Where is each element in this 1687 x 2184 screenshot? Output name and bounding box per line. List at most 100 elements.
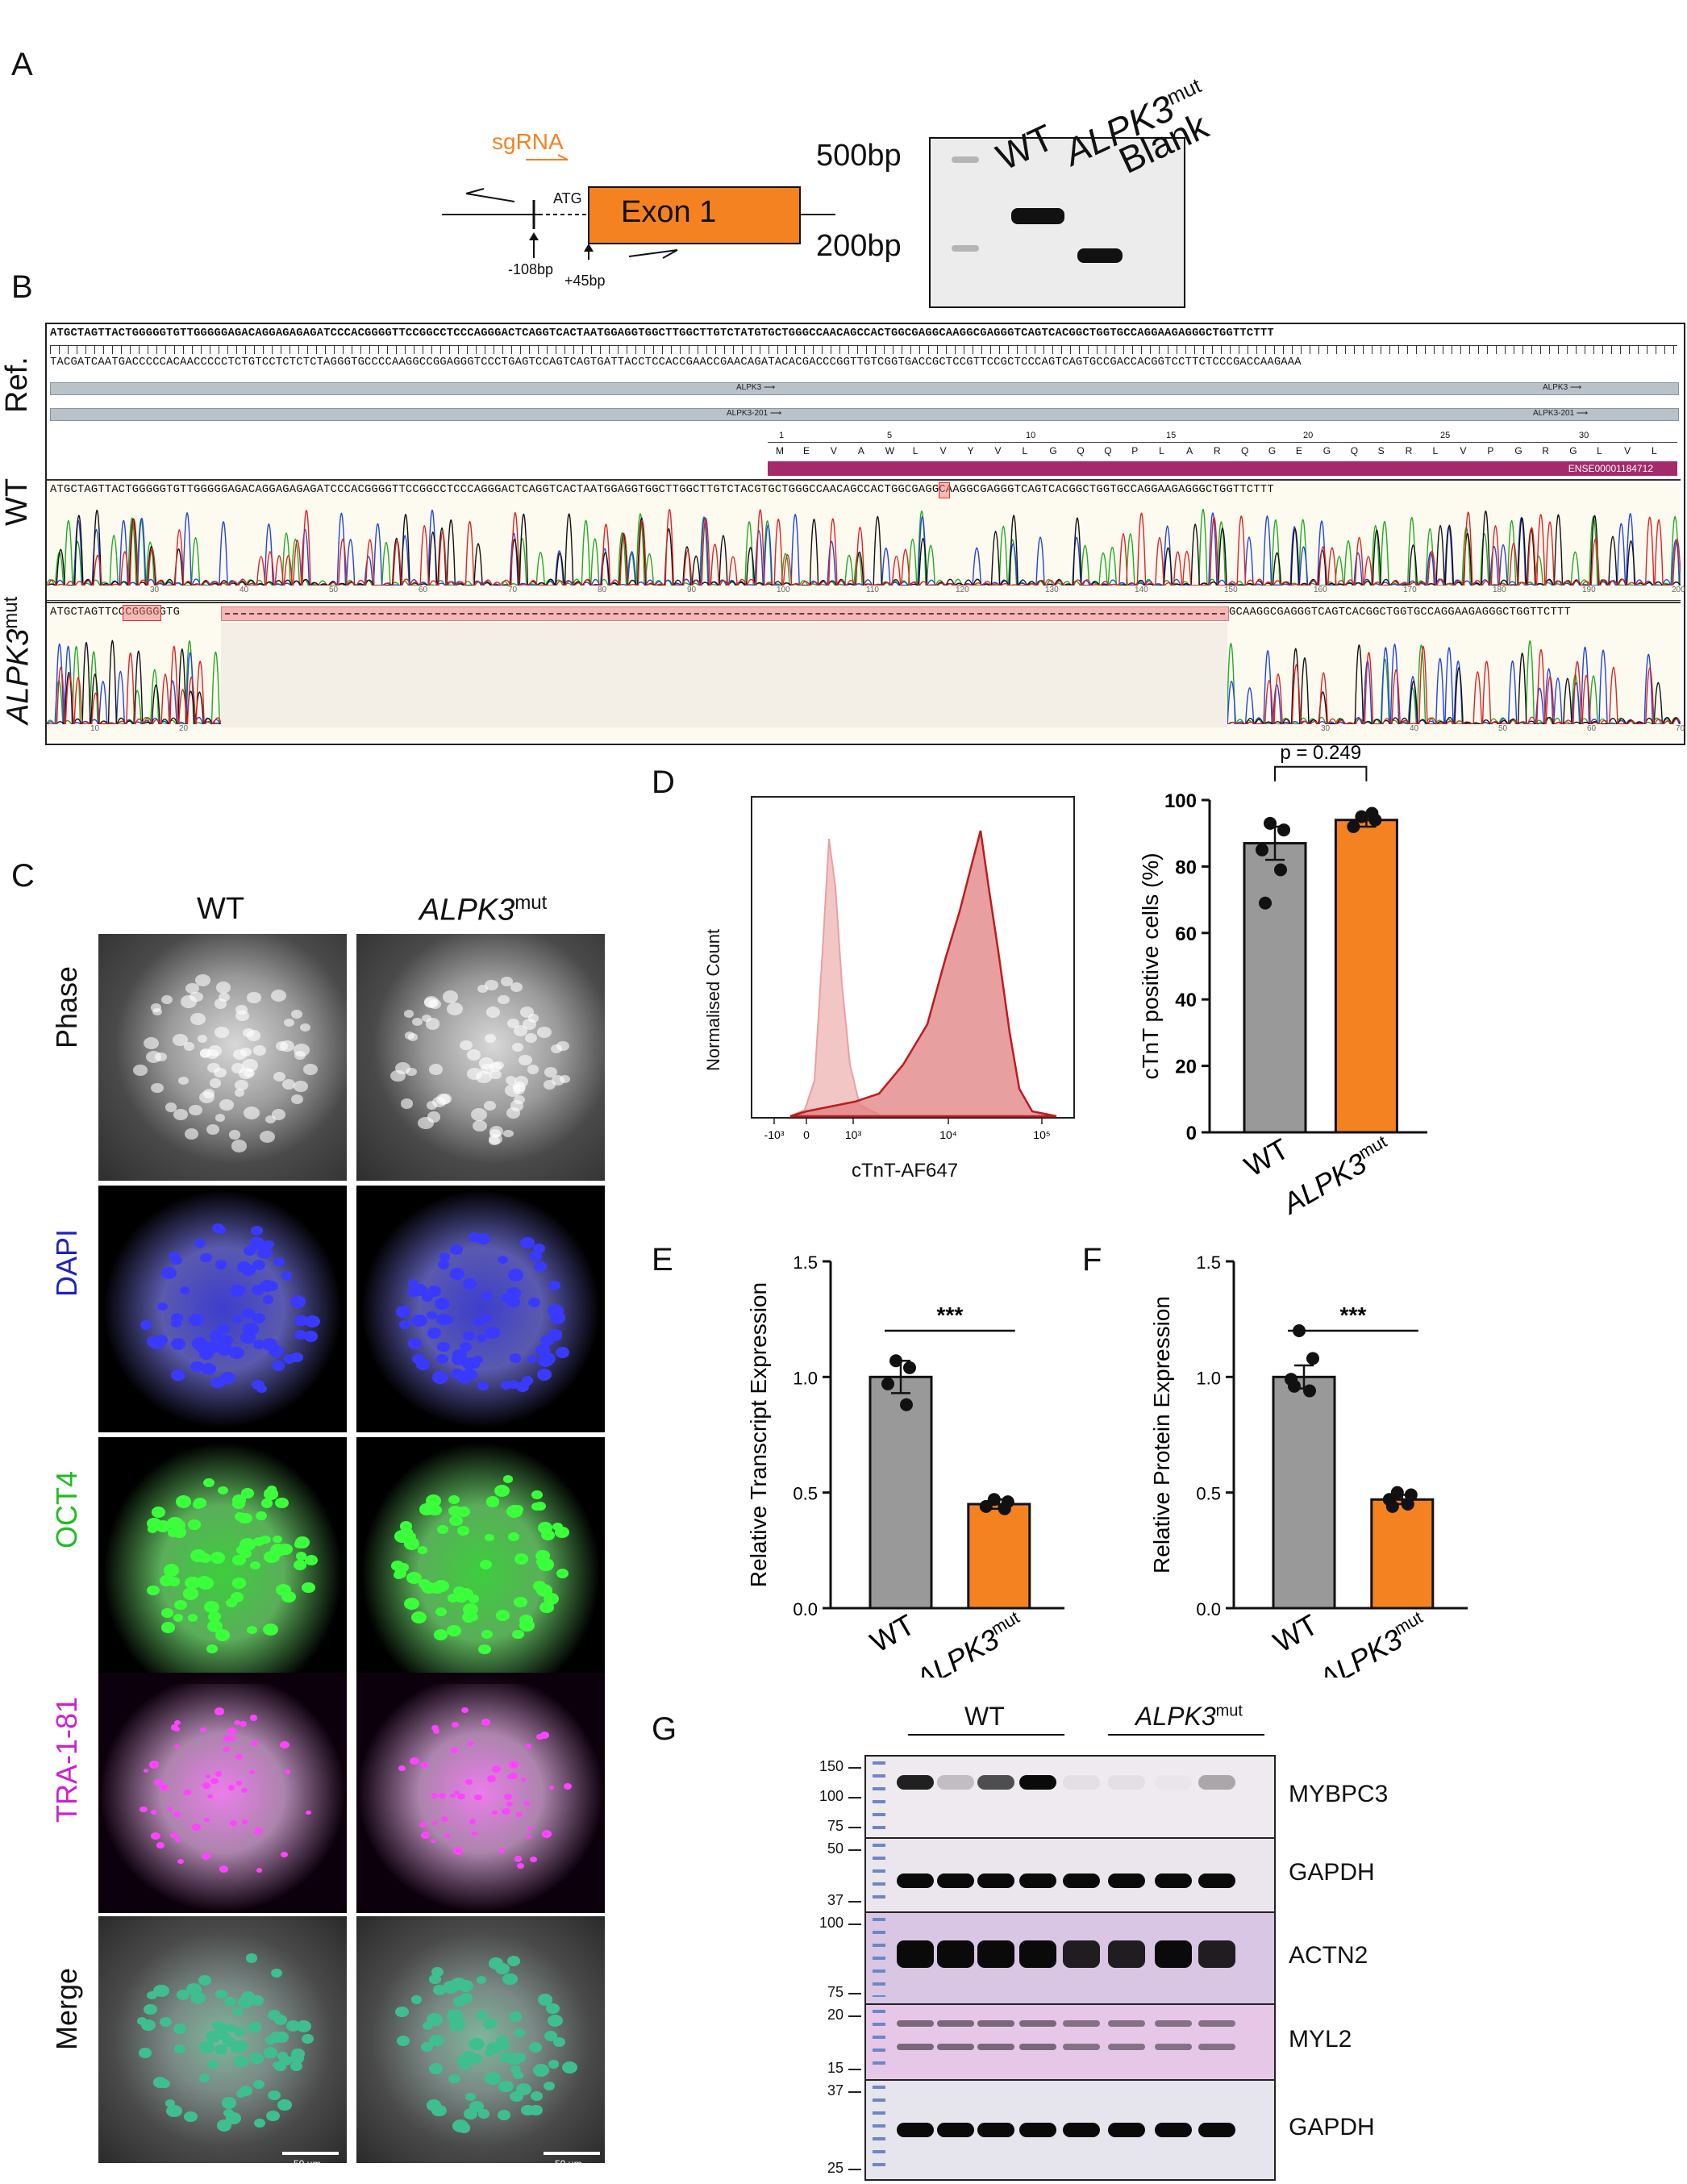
cell-nucleus [442,990,459,1003]
cell-nucleus [506,1018,520,1028]
cell-nucleus [525,1032,538,1044]
cell-nucleus [449,1793,456,1798]
cell-nucleus [406,1067,417,1077]
cell-nucleus [251,1379,265,1390]
mut-insertion-highlight [123,605,161,621]
cell-nucleus [520,1778,526,1782]
cell-nucleus [252,1340,265,1350]
amino-acid: A [1186,445,1193,456]
significance-label: p = 0.249 [1280,742,1361,764]
cell-nucleus [194,1238,206,1248]
cell-nucleus [226,2111,241,2124]
aa-ruler: 1 5 10 15 20 25 30 M E V A W L V Y V L G Q Q P L A R Q G E G… [768,431,1677,460]
gel-marker-200: 200bp [816,229,902,263]
aa-number: 1 [779,431,785,440]
y-tick-label: 80 [1175,857,1197,878]
cell-nucleus [161,1266,177,1279]
cell-nucleus [485,979,498,990]
micrograph-tra-1-81-wt [98,1673,347,1913]
group-label-wt: WT [964,1702,1005,1731]
gel-ladder-band-200 [952,245,979,252]
cell-nucleus [448,1495,460,1505]
alpk3-201-label-a: ALPK3-201 ⟶ [727,409,782,418]
cell-nucleus [234,1089,245,1098]
cell-nucleus [537,1026,552,1038]
cell-nucleus [453,1790,460,1795]
cell-nucleus [222,1735,231,1743]
cell-nucleus [447,2009,463,2022]
mw-marker: 150 [819,1758,844,1774]
cell-nucleus [207,1794,213,1798]
cell-nucleus [525,1743,531,1748]
x-tick-label-mut-sup: mut [988,1607,1023,1640]
histogram-ylabel: Normalised Count [703,928,723,1071]
cell-nucleus [253,2118,266,2128]
cell-nucleus [203,1817,210,1823]
amino-acid: L [1652,445,1657,456]
cell-nucleus [435,1607,447,1616]
blot-band [1198,1775,1235,1790]
cell-nucleus [246,1030,261,1041]
blot-band [897,2123,934,2137]
blot-band [1198,2044,1235,2051]
cell-nucleus [223,1746,230,1753]
cell-nucleus [277,2099,292,2111]
blot-band [937,2044,974,2051]
mw-marker: 20 [827,2007,844,2023]
data-point [903,1361,916,1374]
y-tick-label: 1.0 [1196,1368,1221,1388]
blot-band [1108,2019,1145,2027]
cell-nucleus [406,1532,416,1541]
cell-nucleus [531,1490,544,1499]
cell-nucleus [250,1561,261,1569]
cell-nucleus [535,1501,546,1511]
cell-nucleus [535,1344,550,1356]
y-tick-label: 1.5 [1196,1252,1221,1273]
bar-chart-d: 0 20 40 60 80 100 cTnT positive cells (%) WTALP… [1138,742,1427,1218]
cell-nucleus [546,2003,560,2014]
group-label-mut: ALPK3mut [1135,1702,1243,1732]
row-label-wt: WT [0,477,34,526]
cell-nucleus [390,1560,405,1572]
cell-nucleus [188,1613,198,1622]
cell-nucleus [150,1003,161,1012]
cell-nucleus [207,1062,220,1073]
cell-nucleus [202,1478,215,1488]
cell-nucleus [271,1360,285,1372]
blot-band [1019,1873,1056,1889]
cell-nucleus [253,1045,267,1056]
deletion-dash [225,613,1225,615]
cell-nucleus [256,1385,267,1394]
cell-nucleus [398,1320,410,1330]
cell-nucleus [552,1523,564,1532]
cell-nucleus [272,1535,282,1544]
cell-nucleus [202,1089,215,1098]
cell-nucleus [302,2034,314,2044]
cell-nucleus [291,2048,305,2060]
cell-nucleus [481,1314,492,1323]
cell-nucleus [451,1721,459,1728]
cell-nucleus [181,995,197,1008]
mw-marker: 75 [827,1984,844,2000]
cell-nucleus [450,1244,464,1255]
cell-nucleus [242,1819,248,1824]
cell-nucleus [235,1005,248,1015]
histogram-axis-ticks: -10³ 0 10³ 10⁴ 10⁵ [764,1118,1051,1141]
cell-nucleus [192,1500,203,1509]
cell-nucleus [427,1327,442,1339]
cell-nucleus [506,1286,521,1299]
x-tick-label-wt: WT [864,1607,920,1658]
cell-nucleus [252,1312,265,1323]
cell-nucleus [433,1629,448,1640]
amino-acid: P [1131,445,1139,456]
protein-ladder [873,1918,885,1997]
gel-ladder-band-500 [952,156,979,163]
wt-basecalls: ATGCTAGTTACTGGGGGTGTTGGGGGAGACAGGAGAGAGA… [50,484,1274,496]
col-header-mut-sup: mut [514,892,548,914]
cell-nucleus [294,1329,306,1340]
cell-nucleus [510,982,523,992]
cell-nucleus [152,1007,163,1016]
cell-nucleus [226,1598,237,1607]
blot-band [1155,2123,1192,2137]
cell-nucleus [489,1069,502,1080]
